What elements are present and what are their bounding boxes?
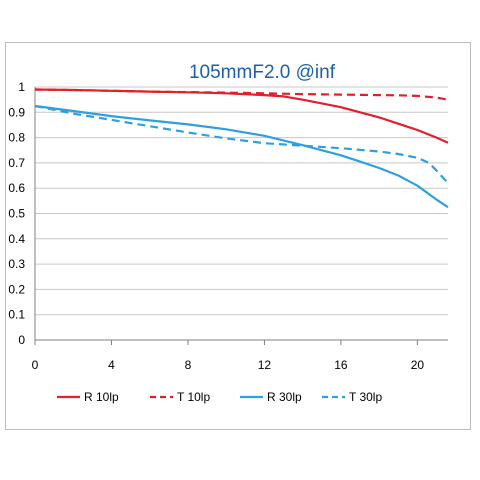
y-tick-label: 0.5 [8, 207, 25, 221]
series-line-0 [34, 88, 449, 144]
legend-label-2: R 30lp [267, 390, 302, 404]
y-tick-label: 0.9 [8, 105, 25, 119]
y-tick-label: 0.7 [8, 156, 25, 170]
chart-title: 105mmF2.0 @inf [189, 62, 336, 83]
y-tick-label: 0.4 [8, 232, 25, 246]
series-line-1 [34, 88, 449, 101]
chart-frame [5, 42, 471, 430]
x-tick-label: 8 [185, 358, 192, 372]
series-line-2 [34, 104, 449, 209]
legend-label-1: T 10lp [177, 390, 210, 404]
legend-label-0: R 10lp [84, 390, 119, 404]
x-tick-label: 16 [334, 358, 348, 372]
y-tick-label: 0.2 [8, 282, 25, 296]
x-tick-label: 4 [108, 358, 115, 372]
y-tick-label: 0.8 [8, 131, 25, 145]
series-line-3 [34, 104, 449, 184]
y-tick-label: 0.6 [8, 181, 25, 195]
y-tick-label: 0.1 [8, 308, 25, 322]
grid-layer [35, 86, 448, 316]
x-tick-label: 20 [411, 358, 425, 372]
y-tick-label: 0 [18, 333, 25, 347]
axis-layer: 0 0.1 0.2 0.3 0.4 0.5 0.6 0.7 0.8 0.9 1 0 4 8 12 16 20 [8, 80, 448, 372]
legend-label-3: T 30lp [349, 390, 382, 404]
x-tick-label: 0 [32, 358, 39, 372]
x-tick-label: 12 [258, 358, 272, 372]
y-tick-label: 0.3 [8, 257, 25, 271]
y-tick-label: 1 [18, 80, 25, 94]
legend: R 10lp T 10lp R 30lp T 30lp [57, 390, 382, 404]
series-layer [34, 88, 449, 209]
